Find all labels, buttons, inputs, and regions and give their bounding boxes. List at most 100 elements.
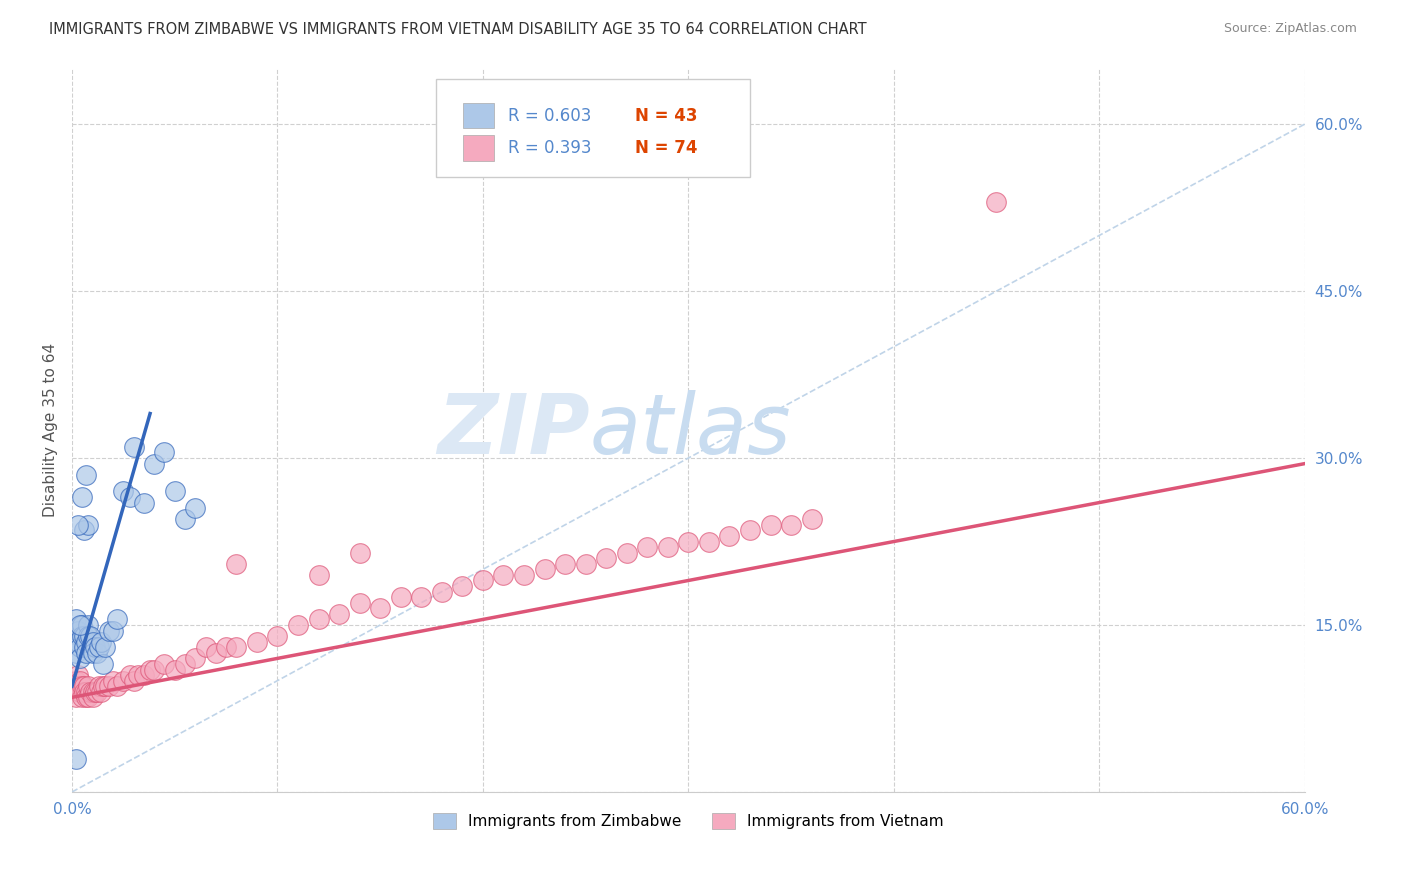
Point [79,629,101,643]
Point [389,590,412,604]
Point [77,618,100,632]
Point [73,524,96,538]
Point [163,663,186,677]
Point [112,673,135,688]
Text: N = 74: N = 74 [636,139,697,157]
Point [132,495,155,509]
Point [349,596,371,610]
Point [225,640,247,655]
Point [75,634,97,648]
Point [759,517,782,532]
Point [471,574,494,588]
Point [328,607,350,621]
Point [122,673,145,688]
Point [127,668,149,682]
Point [105,679,128,693]
Bar [463,136,494,161]
Point [63,679,86,693]
Point [678,534,700,549]
Point [101,624,124,638]
Point [368,601,391,615]
Point [287,618,309,632]
Point [246,634,269,648]
Point [69,618,91,632]
Point [595,551,617,566]
Point [225,557,247,571]
Point [67,679,90,693]
Point [82,634,104,648]
Point [513,568,536,582]
Point [90,685,112,699]
Point [266,629,288,643]
Point [75,685,97,699]
Point [91,679,114,693]
Point [98,679,121,693]
Point [90,634,112,648]
Text: R = 0.393: R = 0.393 [509,139,592,157]
Point [94,679,117,693]
Point [98,624,121,638]
Point [73,640,96,655]
Point [83,685,105,699]
Point [554,557,576,571]
Point [118,490,141,504]
Point [575,557,598,571]
Point [800,512,823,526]
Point [79,685,101,699]
Point [153,445,176,459]
Point [738,524,761,538]
Point [72,490,94,504]
Point [411,590,433,604]
Point [65,646,87,660]
Point [72,618,94,632]
Point [69,651,91,665]
Point [153,657,176,671]
Point [72,629,94,643]
Point [82,685,104,699]
Point [69,673,91,688]
Point [184,651,207,665]
Point [132,668,155,682]
Point [430,584,453,599]
Point [73,629,96,643]
Point [77,679,100,693]
Point [82,646,104,660]
Point [67,624,90,638]
Bar [463,103,494,128]
Point [83,640,105,655]
Point [69,685,91,699]
Text: R = 0.603: R = 0.603 [509,106,592,125]
Text: Source: ZipAtlas.com: Source: ZipAtlas.com [1223,22,1357,36]
Point [143,663,166,677]
Text: N = 43: N = 43 [636,106,697,125]
Point [533,562,555,576]
Point [67,634,90,648]
Point [184,501,207,516]
Point [122,440,145,454]
Point [65,690,87,705]
Point [215,640,238,655]
FancyBboxPatch shape [436,79,749,177]
Point [86,685,108,699]
Point [75,646,97,660]
Point [139,663,162,677]
Point [616,546,638,560]
Point [174,657,197,671]
Point [308,568,330,582]
Point [101,673,124,688]
Legend: Immigrants from Zimbabwe, Immigrants from Vietnam: Immigrants from Zimbabwe, Immigrants fro… [427,806,950,835]
Point [163,484,186,499]
Point [492,568,515,582]
Point [75,690,97,705]
Point [780,517,803,532]
Point [112,484,135,499]
Point [194,640,217,655]
Point [91,657,114,671]
Point [718,529,741,543]
Point [69,640,91,655]
Text: IMMIGRANTS FROM ZIMBABWE VS IMMIGRANTS FROM VIETNAM DISABILITY AGE 35 TO 64 CORR: IMMIGRANTS FROM ZIMBABWE VS IMMIGRANTS F… [49,22,868,37]
Y-axis label: Disability Age 35 to 64: Disability Age 35 to 64 [44,343,58,517]
Point [75,467,97,482]
Point [636,540,658,554]
Point [87,679,110,693]
